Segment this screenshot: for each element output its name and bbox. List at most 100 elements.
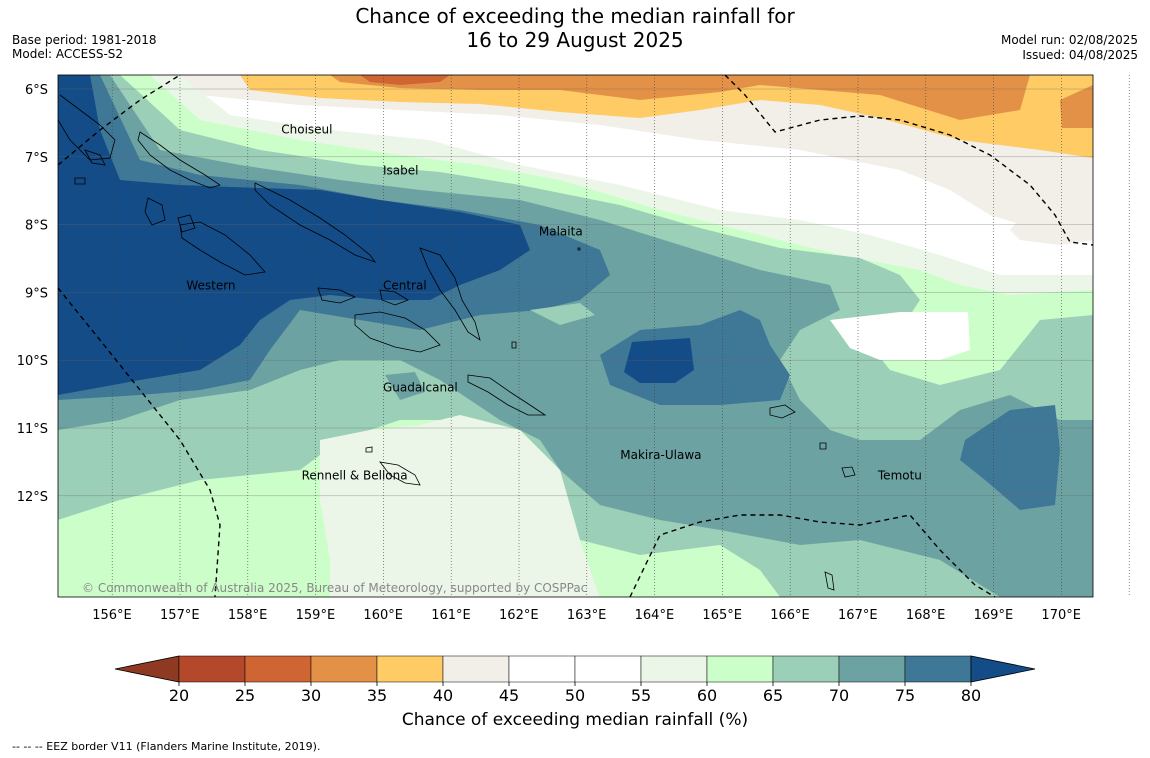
colorbar-tick-label: 60 xyxy=(697,686,717,705)
contour-60-65-south xyxy=(580,540,780,597)
island-kolombangara xyxy=(177,214,196,233)
province-label: Isabel xyxy=(383,163,418,177)
map-frame xyxy=(57,74,1094,598)
latitude-label: 10°S xyxy=(17,354,48,369)
colorbar-tick-label: 45 xyxy=(499,686,519,705)
island-guadalcanal xyxy=(354,311,441,353)
longitude-label: 161°E xyxy=(431,608,471,623)
longitude-label: 158°E xyxy=(228,608,268,623)
longitude-label: 169°E xyxy=(974,608,1014,623)
island-newgeorgia xyxy=(179,221,266,276)
colorbar-tick-label: 75 xyxy=(895,686,915,705)
colorbar-swatch xyxy=(640,655,708,683)
island-santacruz xyxy=(769,404,796,419)
contour-75-80-patch xyxy=(385,372,425,400)
province-label: Central xyxy=(383,279,427,293)
contour-75-80-far-east xyxy=(960,405,1060,510)
longitude-labels: 156°E 157°E 158°E 159°E 160°E 161°E 162°E 163°E… xyxy=(92,608,1081,623)
latitude-labels: 6°S 7°S 8°S 9°S 10°S 11°S 12°S xyxy=(17,83,48,505)
colorbar-swatch xyxy=(904,655,972,683)
longitude-label: 156°E xyxy=(92,608,132,623)
contour-above-80 xyxy=(58,75,530,395)
model-run: Model run: 02/08/2025 xyxy=(1000,33,1138,47)
contour-40-45-east xyxy=(1010,190,1093,245)
latitude-label: 8°S xyxy=(25,219,48,234)
colorbar-swatch xyxy=(838,655,906,683)
province-label: Guadalcanal xyxy=(383,380,458,394)
latitude-label: 12°S xyxy=(17,490,48,505)
longitude-label: 166°E xyxy=(770,608,810,623)
province-label: Makira-Ulawa xyxy=(620,448,701,462)
colorbar-tick-label: 65 xyxy=(763,686,783,705)
colorbar-swatch xyxy=(442,655,510,683)
eez-border-ne xyxy=(724,74,1094,246)
colorbar-tick-label: 30 xyxy=(301,686,321,705)
latitude-label: 9°S xyxy=(25,286,48,301)
island-anuta xyxy=(824,571,835,591)
coastlines xyxy=(57,94,856,591)
province-label: Malaita xyxy=(539,224,583,238)
colorbar-swatch xyxy=(574,655,642,683)
colorbar-tick-label: 55 xyxy=(631,686,651,705)
colorbar-tick-label: 80 xyxy=(961,686,981,705)
colorbar-tick-label: 50 xyxy=(565,686,585,705)
island-tikopia xyxy=(841,466,856,478)
longitude-label: 163°E xyxy=(567,608,607,623)
longitude-label: 157°E xyxy=(160,608,200,623)
graticule xyxy=(58,75,1130,597)
map-title-line1: Chance of exceeding the median rainfall … xyxy=(355,4,795,28)
eez-legend-note: -- -- -- EEZ border V11 (Flanders Marine… xyxy=(12,740,321,753)
base-period: Base period: 1981-2018 xyxy=(12,33,157,47)
longitude-label: 159°E xyxy=(296,608,336,623)
contour-25-30 xyxy=(360,75,450,85)
colorbar-swatch xyxy=(706,655,774,683)
island-malaita xyxy=(419,247,481,341)
colorbar-swatch xyxy=(178,655,246,683)
colorbar-label: Chance of exceeding median rainfall (%) xyxy=(401,710,749,730)
contour-45-55-patch xyxy=(830,312,970,360)
colorbar-tick-label: 70 xyxy=(829,686,849,705)
map-title-line2: 16 to 29 August 2025 xyxy=(466,28,684,52)
contour-30-35 xyxy=(330,75,1093,128)
copyright-note: © Commonwealth of Australia 2025, Bureau… xyxy=(82,581,587,595)
province-label: Rennell & Bellona xyxy=(302,468,408,482)
island-sikaiana xyxy=(511,341,517,349)
eez-border-west xyxy=(57,287,221,598)
province-label: Temotu xyxy=(877,468,922,482)
island-bougainville xyxy=(57,94,116,161)
island-rennell xyxy=(379,461,421,486)
contour-above-80-east xyxy=(624,338,694,383)
model-name: Model: ACCESS-S2 xyxy=(12,47,124,61)
latitude-label: 11°S xyxy=(17,422,48,437)
contour-fields xyxy=(58,75,1093,597)
island-ontong xyxy=(577,247,581,251)
colorbar-tick-label: 40 xyxy=(433,686,453,705)
colorbar-tick-label: 25 xyxy=(235,686,255,705)
province-label: Choiseul xyxy=(281,123,332,137)
latitude-label: 7°S xyxy=(25,151,48,166)
longitude-label: 168°E xyxy=(906,608,946,623)
longitude-label: 162°E xyxy=(499,608,539,623)
eez-borders xyxy=(57,74,1094,598)
colorbar-swatch xyxy=(244,655,312,683)
longitude-label: 165°E xyxy=(702,608,742,623)
colorbar-tick-label: 35 xyxy=(367,686,387,705)
contour-60-65-sw xyxy=(58,480,330,597)
contour-35-40 xyxy=(240,75,1093,158)
island-shortlands xyxy=(84,149,106,166)
colorbar-swatch xyxy=(310,655,378,683)
longitude-label: 170°E xyxy=(1041,608,1081,623)
province-label: Western xyxy=(186,279,235,293)
island-russell xyxy=(379,289,409,306)
colorbar-extend-low xyxy=(114,655,180,683)
longitude-label: 160°E xyxy=(363,608,403,623)
latitude-label: 6°S xyxy=(25,83,48,98)
island-florida xyxy=(317,287,357,304)
island-isabel xyxy=(254,182,377,263)
island-treasury xyxy=(74,177,86,185)
island-choiseul xyxy=(137,131,221,189)
longitude-label: 167°E xyxy=(838,608,878,623)
colorbar-swatch xyxy=(772,655,840,683)
colorbar-swatch xyxy=(376,655,444,683)
